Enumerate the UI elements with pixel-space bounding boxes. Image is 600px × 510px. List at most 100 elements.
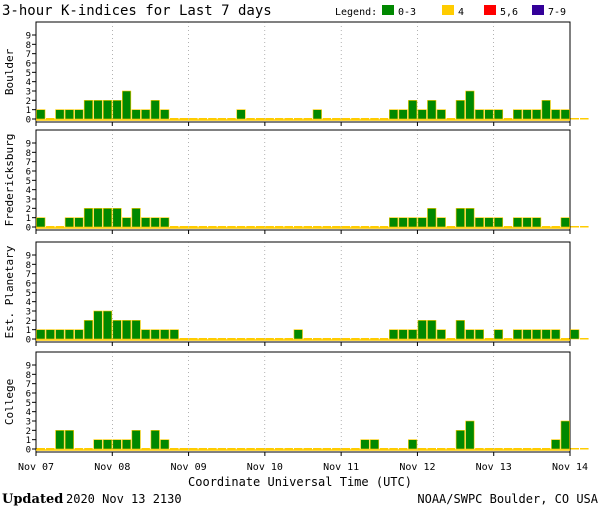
y-tick-label-0-3: 3	[26, 88, 31, 98]
x-tick-label-7: Nov 14	[552, 462, 588, 473]
bar-2-57	[580, 338, 589, 340]
station-label-3: College	[3, 379, 16, 425]
bar-3-6	[93, 439, 103, 450]
bar-3-35	[369, 439, 380, 450]
bar-3-21	[236, 448, 246, 450]
bar-2-42	[436, 329, 446, 340]
bar-3-51	[522, 448, 532, 450]
y-tick-label-0-9: 9	[26, 32, 31, 42]
bar-2-34	[360, 338, 370, 340]
bar-2-17	[198, 338, 208, 340]
bar-1-21	[236, 226, 246, 228]
bar-0-44	[455, 100, 465, 120]
bar-3-14	[170, 448, 179, 450]
bar-3-12	[150, 430, 160, 450]
bar-3-56	[570, 448, 580, 450]
bar-0-22	[246, 118, 255, 120]
bar-0-39	[408, 100, 418, 120]
bar-2-55	[560, 338, 570, 340]
bar-1-5	[83, 208, 94, 228]
bar-1-50	[512, 217, 523, 228]
y-tick-label-0-6: 6	[26, 60, 31, 70]
y-tick-label-2-5: 5	[26, 289, 31, 299]
y-tick-label-2-4: 4	[26, 298, 31, 308]
bar-2-15	[179, 338, 189, 340]
y-tick-label-0-1: 1	[26, 106, 31, 116]
bar-3-42	[437, 448, 446, 450]
legend-label: Legend:	[335, 7, 377, 18]
bar-3-9	[122, 439, 132, 450]
bar-2-11	[141, 329, 151, 340]
bar-1-33	[351, 226, 360, 228]
y-tick-label-0-2: 2	[26, 97, 31, 107]
bar-2-37	[389, 329, 399, 340]
bar-1-57	[580, 226, 589, 228]
bar-1-55	[560, 217, 570, 228]
legend-swatch-0	[382, 5, 394, 15]
y-tick-label-1-4: 4	[26, 186, 31, 196]
bar-2-47	[484, 338, 494, 340]
bar-2-52	[532, 329, 542, 340]
legend-item-label-1: 4	[458, 7, 464, 18]
bar-1-49	[503, 226, 513, 228]
bar-2-26	[284, 338, 293, 340]
station-label-2: Est. Planetary	[3, 245, 16, 338]
bar-1-15	[179, 226, 189, 228]
y-tick-label-1-0: 0	[26, 224, 31, 234]
bar-0-21	[236, 109, 246, 120]
bar-2-16	[189, 338, 198, 340]
y-tick-label-2-3: 3	[26, 308, 31, 318]
bar-1-48	[493, 217, 504, 228]
bar-1-36	[379, 226, 389, 228]
bar-0-45	[465, 90, 475, 120]
y-tick-label-2-7: 7	[26, 270, 31, 280]
bar-3-7	[102, 439, 113, 450]
bar-2-28	[303, 338, 313, 340]
y-tick-label-3-2: 2	[26, 427, 31, 437]
bar-0-14	[170, 118, 179, 120]
bar-1-3	[64, 217, 74, 228]
bar-2-56	[570, 329, 580, 340]
bar-2-19	[217, 338, 227, 340]
bar-2-21	[236, 338, 246, 340]
bar-2-4	[74, 329, 84, 340]
bar-3-40	[417, 448, 427, 450]
bar-3-15	[179, 448, 189, 450]
bar-1-29	[313, 226, 322, 228]
bar-0-6	[93, 100, 103, 120]
bar-0-41	[427, 100, 437, 120]
bar-2-32	[341, 338, 351, 340]
bar-0-4	[74, 109, 84, 120]
x-axis-label: Coordinate Universal Time (UTC)	[188, 475, 412, 489]
bar-2-33	[351, 338, 360, 340]
bar-1-54	[551, 226, 560, 228]
bar-0-47	[484, 109, 494, 120]
panel-frame-3	[35, 351, 571, 453]
bar-2-46	[474, 329, 484, 340]
bar-0-49	[503, 118, 513, 120]
y-tick-label-1-8: 8	[26, 149, 31, 159]
bar-2-24	[265, 338, 274, 340]
bar-3-52	[532, 448, 541, 450]
bar-2-12	[150, 329, 160, 340]
bar-1-34	[360, 226, 370, 228]
bar-2-6	[93, 310, 103, 340]
bar-3-47	[484, 448, 494, 450]
bar-1-7	[102, 208, 113, 228]
bar-3-33	[351, 448, 360, 450]
bar-2-3	[64, 329, 74, 340]
bar-3-39	[408, 439, 418, 450]
bar-3-5	[84, 448, 93, 450]
bar-1-31	[332, 226, 341, 228]
bar-0-35	[370, 118, 379, 120]
legend-swatch-1	[442, 5, 454, 15]
bar-1-28	[303, 226, 313, 228]
legend-swatch-2	[484, 5, 496, 15]
bar-2-23	[255, 338, 265, 340]
bar-3-32	[341, 448, 351, 450]
bar-2-8	[112, 320, 122, 340]
y-tick-label-3-7: 7	[26, 380, 31, 390]
bar-1-27	[293, 226, 303, 228]
bar-3-36	[379, 448, 389, 450]
